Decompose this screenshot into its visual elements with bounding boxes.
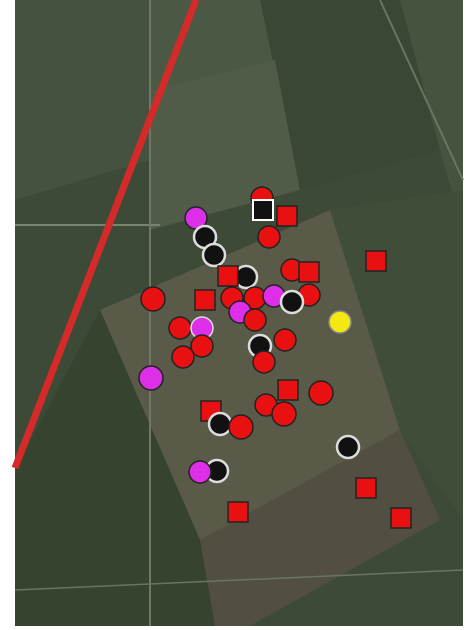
red-marker	[271, 401, 297, 427]
red-marker	[171, 345, 195, 369]
black-marker	[279, 289, 305, 315]
red-marker	[257, 225, 281, 249]
boundary-line	[11, 0, 200, 470]
black-marker	[201, 242, 227, 268]
yellow-marker	[328, 310, 352, 334]
red-marker	[168, 316, 192, 340]
field	[200, 430, 440, 626]
magenta-marker	[138, 365, 164, 391]
markers	[138, 186, 412, 529]
red-square-marker	[276, 205, 298, 227]
red-square-marker	[227, 501, 249, 523]
red-square-marker	[217, 265, 239, 287]
red-square-marker	[390, 507, 412, 529]
red-square-marker	[194, 289, 216, 311]
red-marker	[243, 308, 267, 332]
red-marker	[273, 328, 297, 352]
red-square-marker	[298, 261, 320, 283]
field	[260, 0, 440, 190]
red-marker	[308, 380, 334, 406]
red-marker	[252, 350, 276, 374]
field	[15, 310, 215, 626]
field	[15, 0, 150, 200]
red-square-marker	[355, 477, 377, 499]
black-marker	[207, 411, 233, 437]
red-marker	[228, 414, 254, 440]
field	[400, 0, 463, 230]
magenta-marker	[188, 460, 212, 484]
red-marker	[140, 286, 166, 312]
road	[14, 569, 464, 591]
black-square-marker	[252, 199, 274, 221]
red-square-marker	[277, 379, 299, 401]
field	[330, 190, 463, 520]
red-square-marker	[365, 250, 387, 272]
black-marker	[335, 434, 361, 460]
field	[100, 210, 400, 540]
road	[379, 0, 464, 181]
red-marker	[190, 334, 214, 358]
